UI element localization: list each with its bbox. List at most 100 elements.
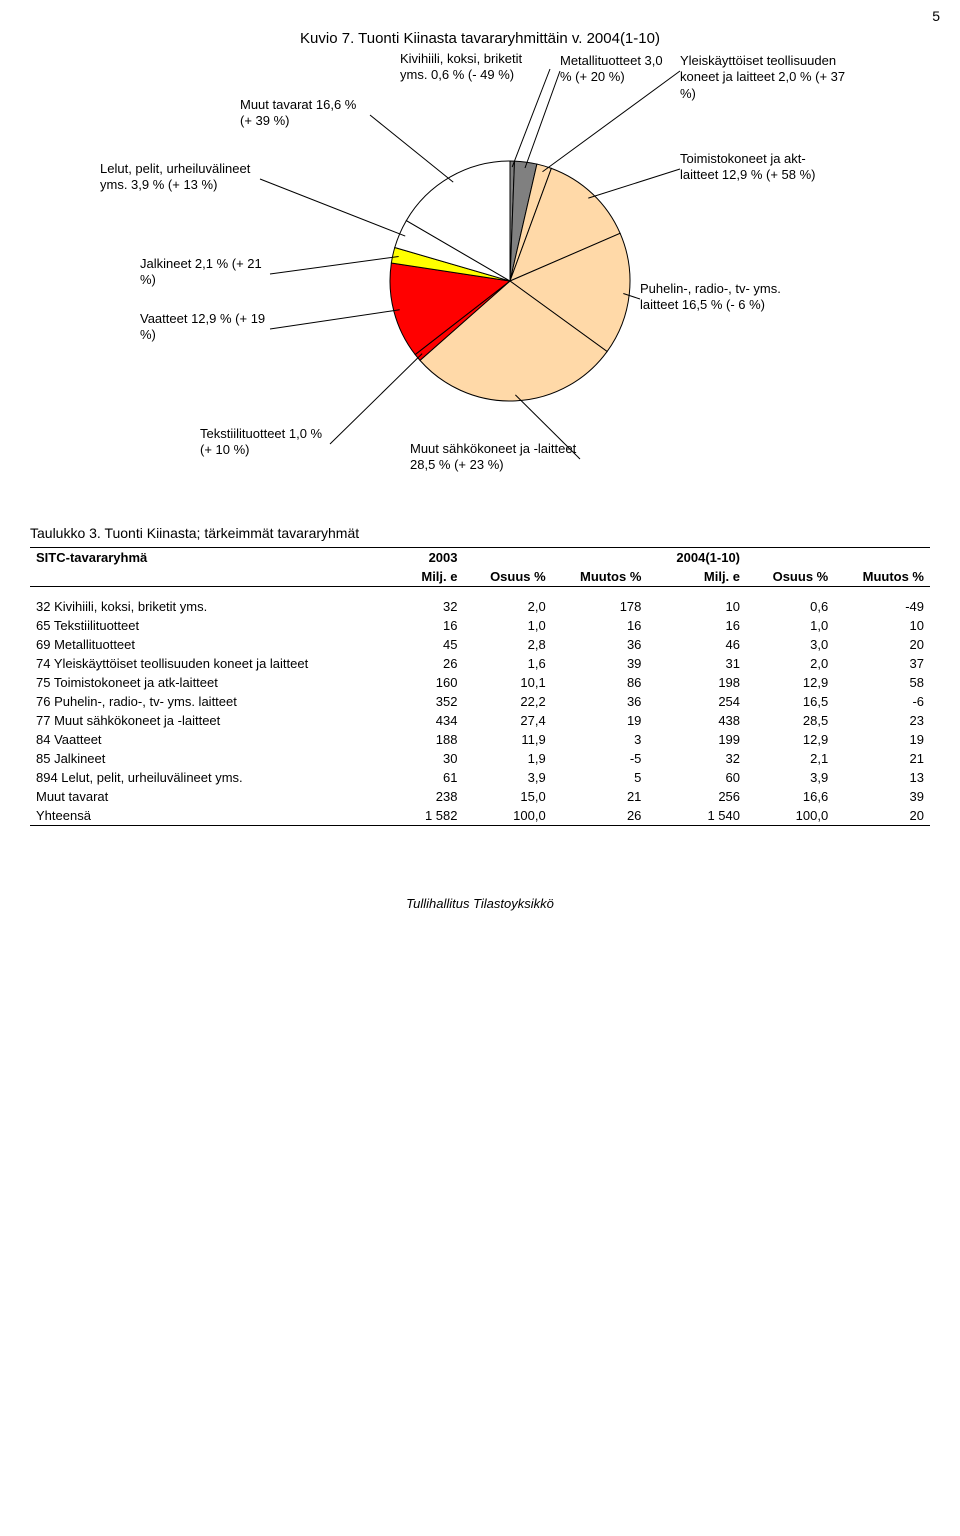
table-row: 85 Jalkineet301,9-5322,121 xyxy=(30,749,930,768)
pie-label: Muut tavarat 16,6 % (+ 39 %) xyxy=(240,97,370,130)
cell: 2,0 xyxy=(746,654,834,673)
cell: 254 xyxy=(647,692,746,711)
cell: 77 Muut sähkökoneet ja -laitteet xyxy=(30,711,401,730)
table-row: 77 Muut sähkökoneet ja -laitteet43427,41… xyxy=(30,711,930,730)
cell: 20 xyxy=(834,806,930,826)
col-header: 2003 xyxy=(401,548,464,568)
cell: 28,5 xyxy=(746,711,834,730)
col-header: SITC-tavararyhmä xyxy=(30,548,401,568)
cell: 86 xyxy=(552,673,648,692)
cell: 36 xyxy=(552,692,648,711)
chart-title: Kuvio 7. Tuonti Kiinasta tavararyhmittäi… xyxy=(30,30,930,47)
cell: 23 xyxy=(834,711,930,730)
cell: 16 xyxy=(647,616,746,635)
pie-label: Toimistokoneet ja akt-laitteet 12,9 % (+… xyxy=(680,151,840,184)
pie-label: Kivihiili, koksi, briketit yms. 0,6 % (-… xyxy=(400,51,550,84)
cell: 3,9 xyxy=(463,768,551,787)
cell: 60 xyxy=(647,768,746,787)
table-row: 75 Toimistokoneet ja atk-laitteet16010,1… xyxy=(30,673,930,692)
cell: 65 Tekstiilituotteet xyxy=(30,616,401,635)
cell: 1,6 xyxy=(463,654,551,673)
cell: 21 xyxy=(552,787,648,806)
cell: 75 Toimistokoneet ja atk-laitteet xyxy=(30,673,401,692)
cell: 39 xyxy=(834,787,930,806)
table-row: 84 Vaatteet18811,9319912,919 xyxy=(30,730,930,749)
pie-label: Metallituotteet 3,0 % (+ 20 %) xyxy=(560,53,670,86)
cell: 19 xyxy=(552,711,648,730)
cell: 76 Puhelin-, radio-, tv- yms. laitteet xyxy=(30,692,401,711)
page-number: 5 xyxy=(932,8,940,24)
pie-chart: Kivihiili, koksi, briketit yms. 0,6 % (-… xyxy=(100,51,860,511)
cell: 26 xyxy=(401,654,464,673)
col-header: Muutos % xyxy=(834,567,930,587)
cell: Yhteensä xyxy=(30,806,401,826)
col-header xyxy=(463,548,551,568)
cell: 16 xyxy=(401,616,464,635)
cell: 1,0 xyxy=(746,616,834,635)
cell: 12,9 xyxy=(746,730,834,749)
cell: 27,4 xyxy=(463,711,551,730)
table-row: 894 Lelut, pelit, urheiluvälineet yms.61… xyxy=(30,768,930,787)
col-header: Osuus % xyxy=(463,567,551,587)
cell: 84 Vaatteet xyxy=(30,730,401,749)
cell: 178 xyxy=(552,597,648,616)
cell: 10 xyxy=(834,616,930,635)
pie-label: Lelut, pelit, urheiluvälineet yms. 3,9 %… xyxy=(100,161,260,194)
cell: 20 xyxy=(834,635,930,654)
pie-svg xyxy=(380,151,640,411)
cell: 894 Lelut, pelit, urheiluvälineet yms. xyxy=(30,768,401,787)
cell: Muut tavarat xyxy=(30,787,401,806)
pie-label: Yleiskäyttöiset teollisuuden koneet ja l… xyxy=(680,53,860,102)
table-title: Taulukko 3. Tuonti Kiinasta; tärkeimmät … xyxy=(30,525,930,541)
cell: 352 xyxy=(401,692,464,711)
cell: 1,9 xyxy=(463,749,551,768)
table-row: 32 Kivihiili, koksi, briketit yms.322,01… xyxy=(30,597,930,616)
cell: 16,6 xyxy=(746,787,834,806)
cell: 256 xyxy=(647,787,746,806)
col-header xyxy=(552,548,648,568)
cell: 0,6 xyxy=(746,597,834,616)
pie-label: Vaatteet 12,9 % (+ 19 %) xyxy=(140,311,270,344)
cell: -6 xyxy=(834,692,930,711)
col-header xyxy=(834,548,930,568)
cell: 10,1 xyxy=(463,673,551,692)
col-header: Milj. e xyxy=(647,567,746,587)
pie-label: Muut sähkökoneet ja -laitteet 28,5 % (+ … xyxy=(410,441,580,474)
cell: 74 Yleiskäyttöiset teollisuuden koneet j… xyxy=(30,654,401,673)
cell: 61 xyxy=(401,768,464,787)
cell: 16 xyxy=(552,616,648,635)
cell: 21 xyxy=(834,749,930,768)
cell: 11,9 xyxy=(463,730,551,749)
cell: 32 xyxy=(401,597,464,616)
table-row: 69 Metallituotteet452,836463,020 xyxy=(30,635,930,654)
cell: 188 xyxy=(401,730,464,749)
cell: 58 xyxy=(834,673,930,692)
cell: 3 xyxy=(552,730,648,749)
cell: 1 582 xyxy=(401,806,464,826)
cell: 32 xyxy=(647,749,746,768)
cell: 39 xyxy=(552,654,648,673)
cell: 31 xyxy=(647,654,746,673)
cell: 1 540 xyxy=(647,806,746,826)
col-header: Milj. e xyxy=(401,567,464,587)
cell: 2,0 xyxy=(463,597,551,616)
cell: 15,0 xyxy=(463,787,551,806)
cell: 45 xyxy=(401,635,464,654)
col-header: Muutos % xyxy=(552,567,648,587)
cell: 238 xyxy=(401,787,464,806)
cell: 1,0 xyxy=(463,616,551,635)
cell: 3,9 xyxy=(746,768,834,787)
cell: 5 xyxy=(552,768,648,787)
cell: 2,1 xyxy=(746,749,834,768)
cell: 32 Kivihiili, koksi, briketit yms. xyxy=(30,597,401,616)
cell: 3,0 xyxy=(746,635,834,654)
cell: 160 xyxy=(401,673,464,692)
cell: 85 Jalkineet xyxy=(30,749,401,768)
data-table: SITC-tavararyhmä20032004(1-10)Milj. eOsu… xyxy=(30,547,930,826)
table-row: 76 Puhelin-, radio-, tv- yms. laitteet35… xyxy=(30,692,930,711)
col-header: 2004(1-10) xyxy=(647,548,746,568)
cell: 46 xyxy=(647,635,746,654)
cell: 2,8 xyxy=(463,635,551,654)
cell: 100,0 xyxy=(746,806,834,826)
cell: 199 xyxy=(647,730,746,749)
